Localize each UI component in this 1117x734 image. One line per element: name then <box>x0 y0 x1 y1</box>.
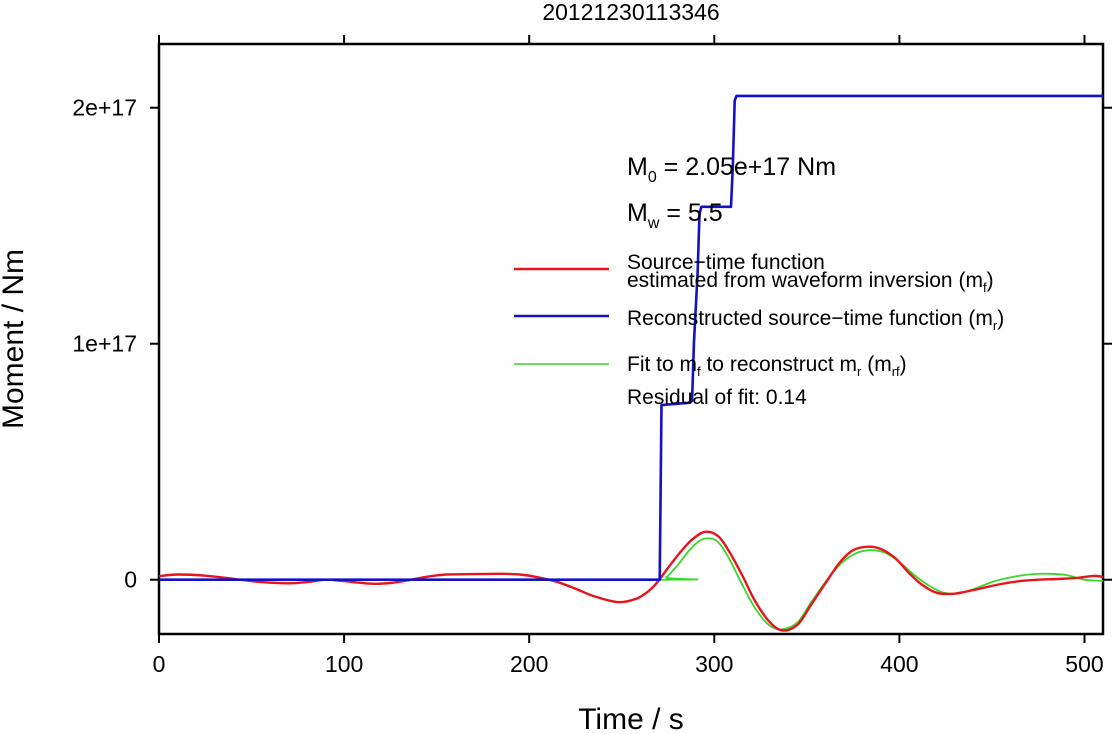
y-tick-label: 0 <box>124 567 137 593</box>
legend-sub-f: f <box>983 280 987 295</box>
x-tick-label: 400 <box>880 651 918 677</box>
mw-symbol: M <box>627 199 648 227</box>
legend-sub-rf: rf <box>892 364 900 379</box>
mw-subscript: w <box>647 215 660 232</box>
series-layer <box>158 94 1104 632</box>
m0-symbol: M <box>627 153 648 181</box>
legend-label-source-time-text: estimated from waveform inversion (m <box>627 269 983 292</box>
legend-label-fit-mid2: (m <box>861 353 891 376</box>
x-tick-label: 500 <box>1065 651 1103 677</box>
series-line-reconstructed <box>159 94 1103 582</box>
legend-sub-f2: f <box>697 364 701 379</box>
chart-title: 20121230113346 <box>542 0 719 25</box>
legend-label-source-time-line1: Source−time function <box>627 251 825 274</box>
plot-area <box>157 42 1105 636</box>
tick-layer: 0 100 200 300 400 500 0 1e+17 2e+17 <box>72 35 1112 677</box>
x-tick-label: 100 <box>325 651 363 677</box>
series-line-source-time <box>158 530 1104 632</box>
legend-close-paren-2: ) <box>997 307 1004 330</box>
legend-label-fit-pre: Fit to m <box>627 353 697 376</box>
legend-close-paren-1: ) <box>987 269 994 292</box>
legend-label-fit-mid: to reconstruct m <box>701 353 857 376</box>
moment-magnitude-annotation: Mw = 5.5 <box>627 199 723 232</box>
legend-label-reconstructed: Reconstructed source−time function (mr) <box>627 307 1004 333</box>
legend: Source−time function estimated from wave… <box>514 251 1004 409</box>
m0-subscript: 0 <box>648 169 657 186</box>
y-tick-label: 2e+17 <box>72 95 137 121</box>
legend-sub-r: r <box>993 318 998 333</box>
seismic-moment-annotation: M0 = 2.05e+17 Nm <box>627 153 836 186</box>
legend-close-paren-3: ) <box>900 353 907 376</box>
y-tick-label: 1e+17 <box>72 331 137 357</box>
legend-label-fit: Fit to mf to reconstruct mr (mrf) <box>627 353 907 379</box>
residual-annotation: Residual of fit: 0.14 <box>627 386 807 409</box>
y-axis-label: Moment / Nm <box>0 249 30 429</box>
series-line-fit <box>158 537 1104 631</box>
x-axis-label: Time / s <box>578 703 684 734</box>
legend-label-source-time-line2: estimated from waveform inversion (mf) <box>627 269 994 295</box>
legend-label-reconstructed-text: Reconstructed source−time function (m <box>627 307 993 330</box>
x-tick-label: 300 <box>695 651 733 677</box>
plot-frame <box>157 42 1105 636</box>
legend-sub-r2: r <box>857 364 862 379</box>
x-tick-label: 200 <box>510 651 548 677</box>
mw-value: = 5.5 <box>659 199 722 227</box>
m0-value: = 2.05e+17 Nm <box>657 153 836 181</box>
x-tick-label: 0 <box>153 651 166 677</box>
